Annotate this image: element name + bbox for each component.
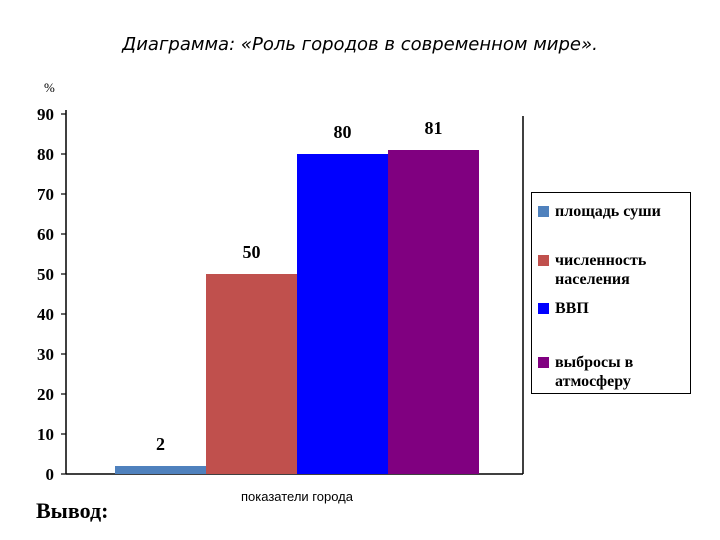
bar-value-label: 81 bbox=[425, 118, 443, 138]
y-tick-label: 30 bbox=[37, 345, 54, 364]
bar-3 bbox=[297, 154, 388, 474]
x-axis-label: показатели города bbox=[241, 489, 354, 504]
legend-item: численность населения bbox=[538, 251, 690, 289]
y-tick-label: 80 bbox=[37, 145, 54, 164]
legend-item: выбросы в атмосферу bbox=[538, 353, 690, 391]
conclusion-label: Вывод: bbox=[36, 498, 108, 524]
legend-label: выбросы в атмосферу bbox=[555, 353, 690, 391]
legend-swatch bbox=[538, 357, 549, 368]
legend-label: ВВП bbox=[555, 299, 690, 318]
legend-label: площадь суши bbox=[555, 202, 690, 221]
y-tick-label: 0 bbox=[46, 465, 55, 484]
y-tick-label: 10 bbox=[37, 425, 54, 444]
bar-4 bbox=[388, 150, 479, 474]
legend-label: численность населения bbox=[555, 251, 690, 289]
chart-legend: площадь суши численность населения ВВП выбр… bbox=[531, 192, 691, 394]
y-tick-label: 70 bbox=[37, 185, 54, 204]
y-tick-label: 20 bbox=[37, 385, 54, 404]
legend-swatch bbox=[538, 206, 549, 217]
legend-swatch bbox=[538, 303, 549, 314]
y-tick-label: 60 bbox=[37, 225, 54, 244]
legend-item: ВВП bbox=[538, 299, 690, 318]
bar-value-label: 2 bbox=[156, 434, 165, 454]
bar-1 bbox=[115, 466, 206, 474]
y-tick-label: 40 bbox=[37, 305, 54, 324]
legend-swatch bbox=[538, 255, 549, 266]
bar-2 bbox=[206, 274, 297, 474]
y-tick-label: 90 bbox=[37, 105, 54, 124]
y-axis-label: % bbox=[44, 80, 55, 95]
legend-item: площадь суши bbox=[538, 202, 690, 221]
y-tick-label: 50 bbox=[37, 265, 54, 284]
bar-value-label: 80 bbox=[334, 122, 352, 142]
bar-value-label: 50 bbox=[243, 242, 261, 262]
